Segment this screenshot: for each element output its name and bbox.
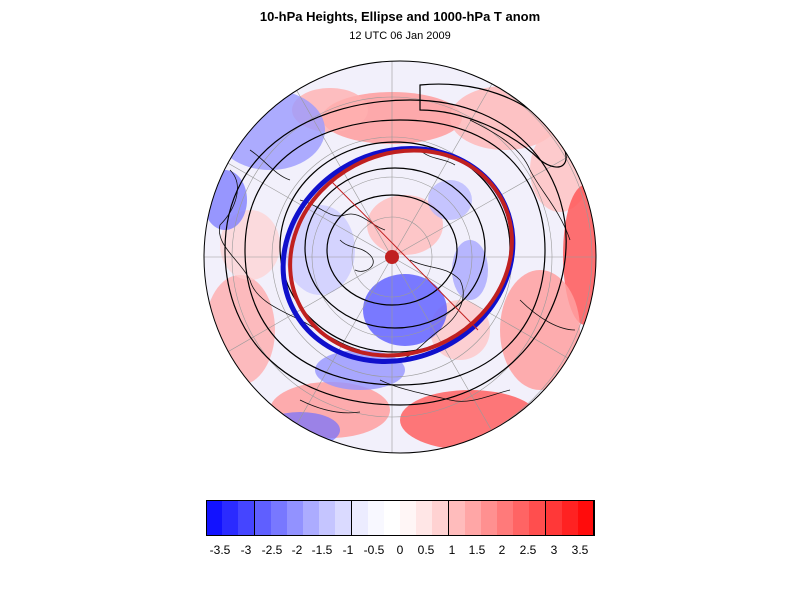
colorbar-swatch <box>270 500 288 536</box>
colorbar-swatch <box>513 500 531 536</box>
colorbar-swatch <box>238 500 256 536</box>
colorbar-tick-label: -3.5 <box>209 543 231 557</box>
colorbar-tick-label: 3.5 <box>571 543 589 557</box>
colorbar-swatch <box>400 500 417 536</box>
colorbar-tick-label: 0 <box>396 543 404 557</box>
colorbar-swatch <box>416 500 434 536</box>
colorbar-labels: -3.5 -3 -2.5 -2 -1.5 -1 -0.5 0 0.5 1 1.5 2 2.5 3 3.5 <box>0 543 800 563</box>
colorbar-tick-label: 3 <box>550 543 558 557</box>
colorbar-tick-label: -1.5 <box>311 543 333 557</box>
colorbar-swatch <box>319 500 337 536</box>
colorbar-tick-label: 0.5 <box>417 543 435 557</box>
colorbar-tick-label: 2.5 <box>519 543 537 557</box>
colorbar-swatch <box>432 500 450 536</box>
colorbar-swatch <box>561 500 579 536</box>
colorbar-swatch <box>497 500 514 536</box>
colorbar-tick-label: 2 <box>498 543 506 557</box>
colorbar-swatch <box>480 500 498 536</box>
colorbar-tick-label: -2 <box>291 543 303 557</box>
colorbar-swatch <box>448 500 466 536</box>
chart-title: 10-hPa Heights, Ellipse and 1000-hPa T a… <box>259 9 541 24</box>
colorbar-tick-label: 1.5 <box>468 543 486 557</box>
colorbar-tick-label: -0.5 <box>363 543 385 557</box>
colorbar-swatch <box>577 500 595 536</box>
colorbar-tick-label: 1 <box>448 543 456 557</box>
colorbar-tick-label: -2.5 <box>261 543 283 557</box>
pole-marker <box>385 250 399 264</box>
colorbar-swatch <box>286 500 304 536</box>
chart-subtitle: 12 UTC 06 Jan 2009 <box>349 30 451 42</box>
colorbar-swatch <box>464 500 482 536</box>
colorbar-swatch <box>222 500 240 536</box>
fitted-ellipse <box>280 146 516 364</box>
colorbar-swatch <box>335 500 353 536</box>
colorbar-swatch <box>206 500 223 536</box>
map-border <box>203 60 597 454</box>
colorbar-swatch <box>351 500 369 536</box>
colorbar <box>206 500 595 536</box>
height-contours <box>224 83 567 406</box>
colorbar-swatch <box>367 500 385 536</box>
colorbar-swatch <box>383 500 401 536</box>
colorbar-swatch <box>303 500 320 536</box>
colorbar-swatch <box>545 500 563 536</box>
colorbar-swatch <box>529 500 547 536</box>
colorbar-tick-label: -3 <box>240 543 252 557</box>
colorbar-tick-label: -1 <box>342 543 354 557</box>
colorbar-swatch <box>254 500 272 536</box>
